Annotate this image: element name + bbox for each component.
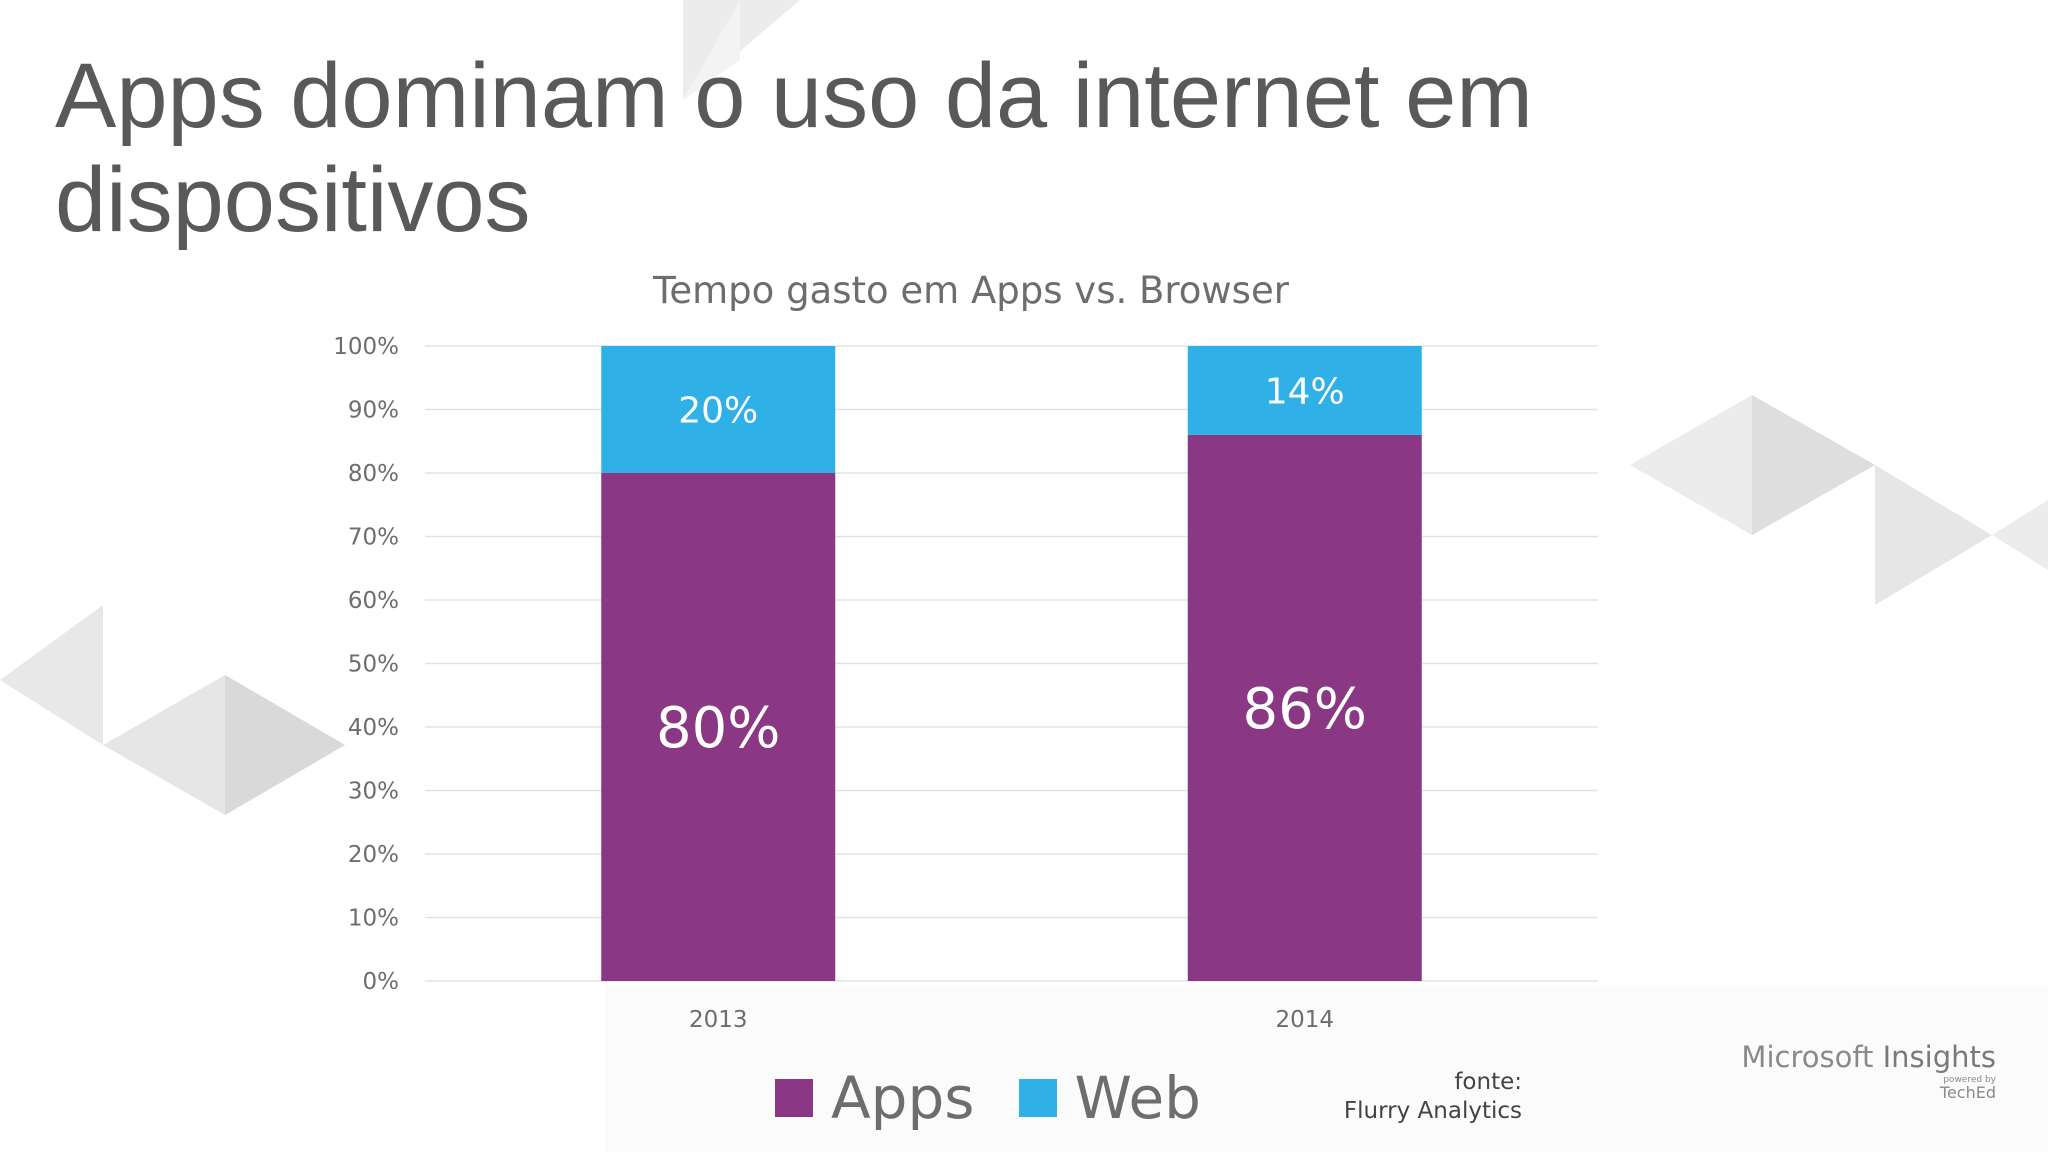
brand-powered-by: powered by [1943,1075,1996,1085]
legend-label-apps: Apps [831,1064,975,1132]
y-tick-label: 90% [348,398,399,424]
y-tick-label: 20% [348,842,399,868]
bar-apps [1187,434,1422,981]
legend-swatch-web [1018,1079,1057,1117]
y-tick-label: 10% [348,906,399,932]
bar-apps [601,473,836,981]
data-label: 14% [1265,371,1345,412]
y-tick-label: 50% [348,652,399,678]
chart-legend: Apps Web [775,1058,1245,1138]
y-tick-label: 100% [333,334,399,360]
data-label: 86% [1243,677,1367,742]
data-label: 20% [678,390,758,431]
legend-item-web: Web [1018,1063,1201,1133]
brand-logo: Microsoft Insights powered by TechEd [1741,1040,1996,1101]
y-tick-label: 70% [348,525,399,551]
source-name: Flurry Analytics [1343,1098,1522,1124]
y-tick-label: 60% [348,588,399,614]
y-tick-label: 80% [348,461,399,487]
legend-swatch-apps [775,1079,813,1117]
bar-web [601,346,836,473]
brand-name: Microsoft Insights [1741,1040,1996,1074]
x-tick-label: 2013 [689,1007,748,1033]
source-label: fonte: [1454,1069,1522,1095]
y-tick-label: 30% [348,779,399,805]
legend-item-apps: Apps [775,1063,975,1133]
source-note: fonte: Flurry Analytics [1344,1068,1522,1126]
bars: 80% 20% 2013 86% 14% 2014 [601,346,1422,1033]
y-tick-label: 0% [363,969,400,995]
bar-web [1187,346,1422,435]
slide-title: Apps dominam o uso da internet em dispos… [55,45,1533,251]
data-label: 80% [656,696,780,761]
legend-label-web: Web [1074,1064,1201,1132]
y-tick-label: 40% [348,715,399,741]
chart-title: Tempo gasto em Apps vs. Browser [652,269,1290,312]
brand-name-bold: Insights [1882,1040,1996,1074]
brand-name-light: Microsoft [1741,1040,1883,1074]
brand-teched: TechEd [1939,1083,1996,1102]
x-tick-label: 2014 [1275,1007,1334,1033]
